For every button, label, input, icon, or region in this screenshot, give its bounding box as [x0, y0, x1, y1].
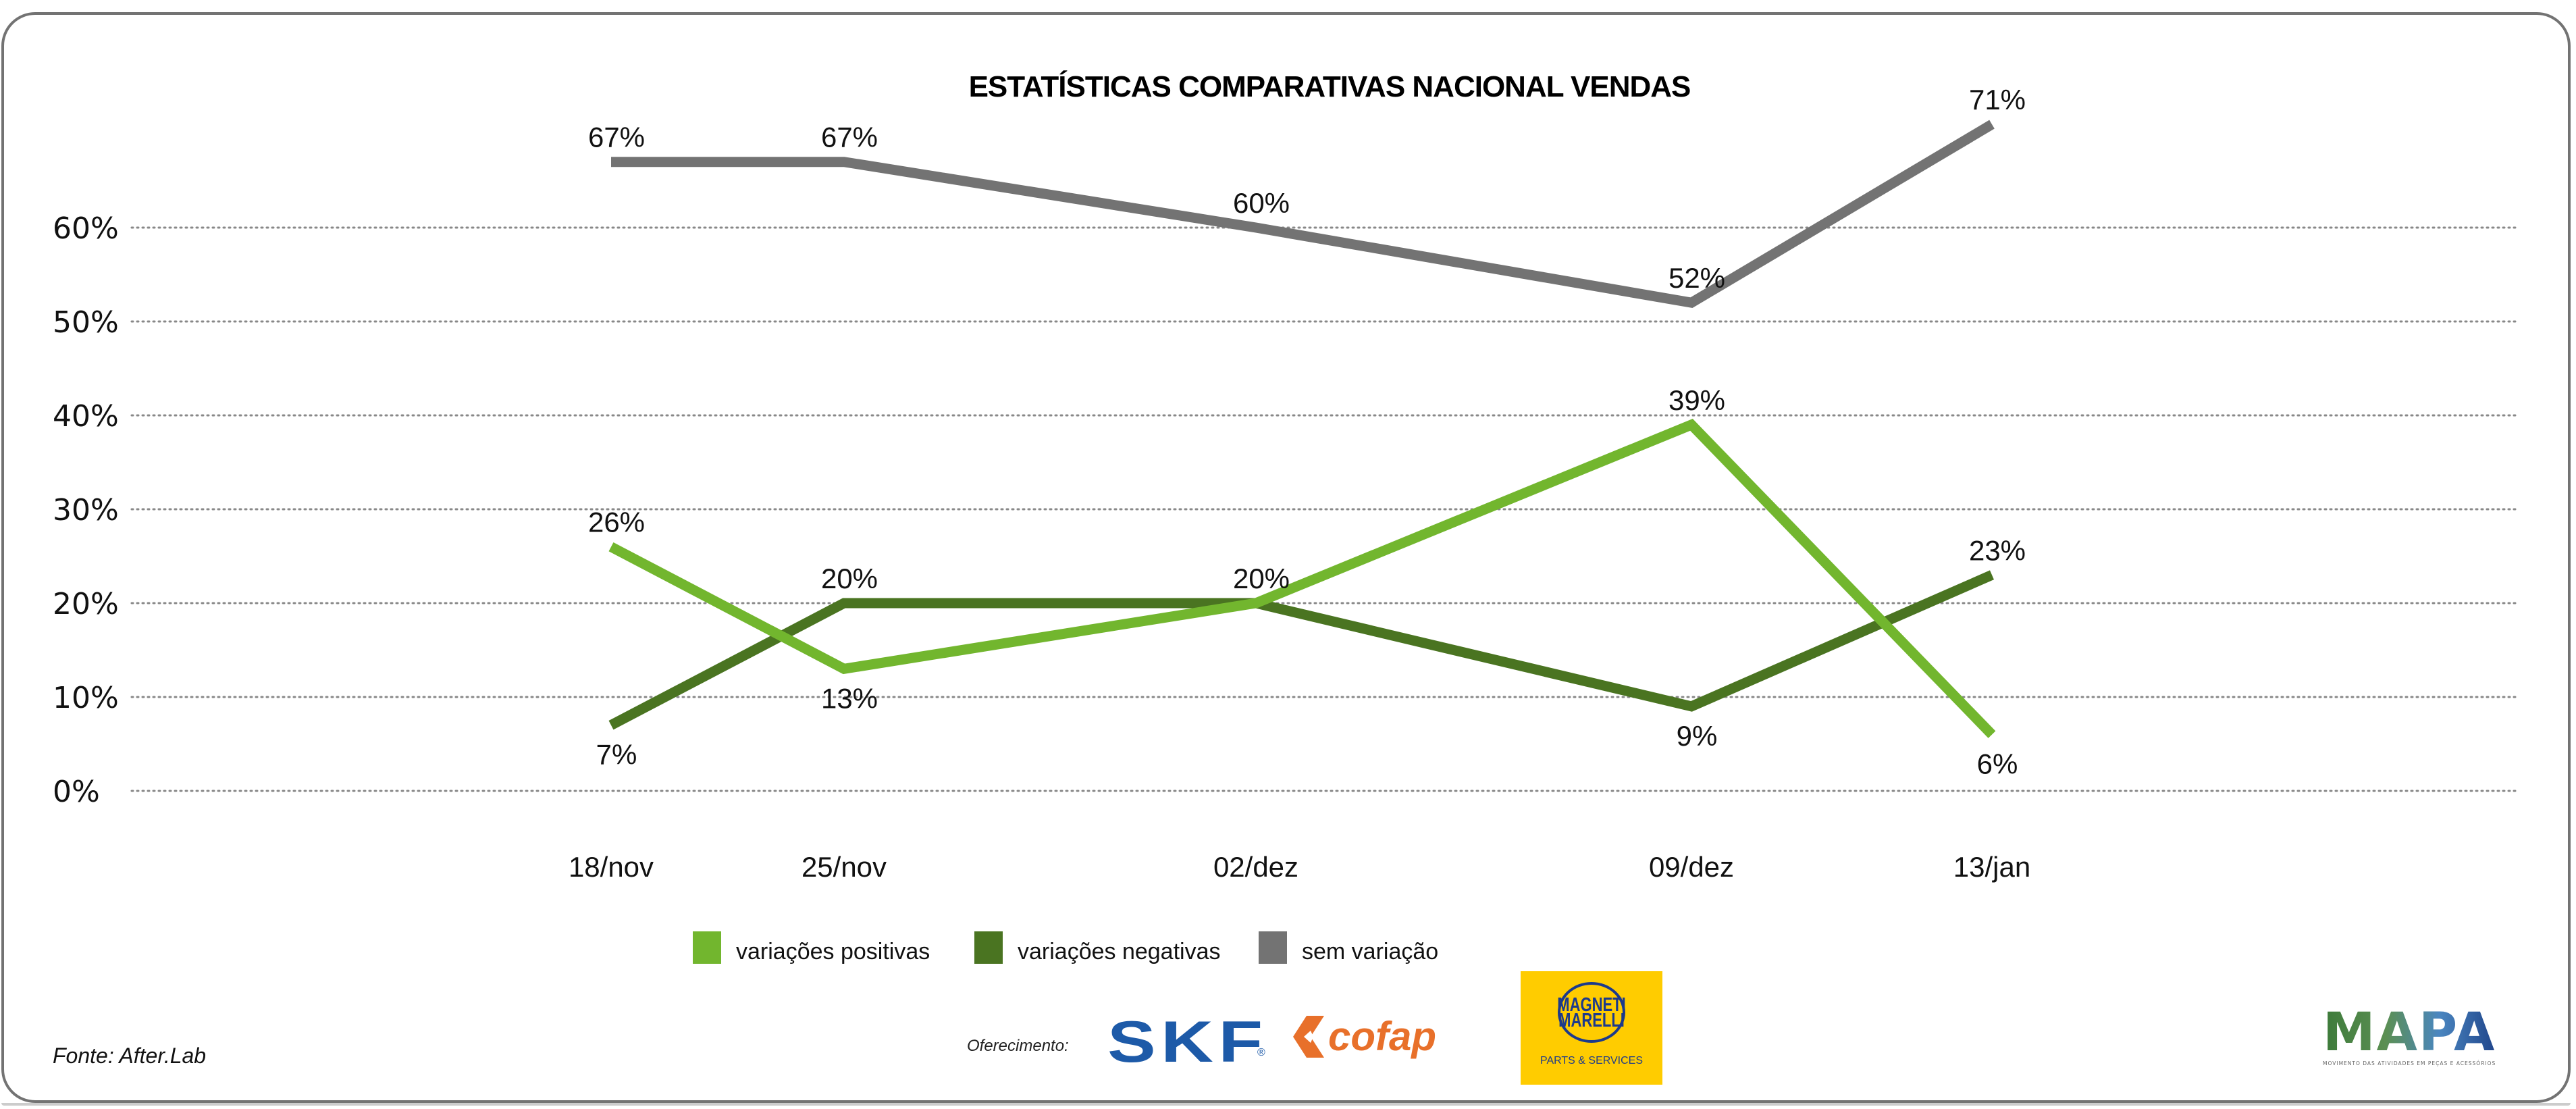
- y-tick-label: 50%: [53, 305, 119, 340]
- x-tick-label: 25/nov: [801, 851, 887, 883]
- data-label: 67%: [821, 122, 878, 153]
- data-labels: 26% 13% 20% 39% 6% 7% 20% 9% 23% 67% 67% 60% 52% 71%: [588, 84, 2026, 780]
- series-lines: [608, 120, 1996, 738]
- magneti-marelli-emblem: MAGNETI MARELLI: [1557, 982, 1626, 1043]
- data-label: 67%: [588, 122, 645, 153]
- source-note: Fonte: After.Lab: [53, 1043, 207, 1068]
- y-axis-ticks: 0% 10% 20% 30% 40% 50% 60%: [53, 211, 119, 809]
- cofap-wordmark: cofap: [1328, 1014, 1437, 1059]
- magneti-text: MAGNETI: [1557, 994, 1626, 1016]
- x-tick-label: 13/jan: [1953, 851, 2030, 883]
- gridlines: [130, 226, 2517, 792]
- cofap-chevron-icon: [1293, 1016, 1324, 1058]
- cofap-logo: cofap: [1293, 1013, 1436, 1060]
- magneti-marelli-logo: MAGNETI MARELLI PARTS & SERVICES: [1521, 971, 1662, 1085]
- data-label: 20%: [1233, 563, 1290, 594]
- registered-mark: ®: [1257, 1047, 1265, 1058]
- data-label: 52%: [1668, 262, 1725, 294]
- data-label: 71%: [1969, 84, 2026, 115]
- y-tick-label: 0%: [53, 775, 100, 809]
- mapa-wordmark: MAPA: [2323, 1006, 2502, 1059]
- legend-swatch: [1259, 931, 1287, 964]
- y-tick-label: 60%: [53, 211, 119, 246]
- marelli-text: MARELLI: [1558, 1009, 1625, 1031]
- legend-label: variações negativas: [1018, 939, 1221, 964]
- data-label: 6%: [1977, 748, 2018, 780]
- y-tick-label: 20%: [53, 587, 119, 621]
- chart-frame: [1, 12, 2571, 1106]
- legend: variações positivas variações negativas se…: [693, 931, 1438, 964]
- x-tick-label: 02/dez: [1213, 851, 1298, 883]
- data-label: 26%: [588, 507, 645, 538]
- data-label: 7%: [596, 739, 637, 771]
- x-axis-ticks: 18/nov 25/nov 02/dez 09/dez 13/jan: [569, 851, 2030, 883]
- mapa-tagline: MOVIMENTO DAS ATIVIDADES EM PEÇAS E ACES…: [2323, 1060, 2496, 1066]
- series-line-variações-positivas: [608, 419, 1996, 738]
- data-label: 60%: [1233, 187, 1290, 219]
- parts-services-text: PARTS & SERVICES: [1540, 1055, 1644, 1066]
- data-label: 13%: [821, 682, 878, 714]
- series-line-sem-variação: [611, 120, 1995, 309]
- y-tick-label: 40%: [53, 399, 119, 434]
- sponsor-label: Oferecimento:: [967, 1037, 1069, 1055]
- legend-swatch: [693, 931, 721, 964]
- skf-logo: SKF: [1107, 1010, 1268, 1075]
- data-label: 9%: [1677, 720, 1718, 752]
- y-tick-label: 30%: [53, 493, 119, 527]
- x-tick-label: 18/nov: [569, 851, 654, 883]
- mapa-logo: MAPA MOVIMENTO DAS ATIVIDADES EM PEÇAS E…: [2323, 1006, 2502, 1066]
- legend-label: sem variação: [1302, 939, 1438, 964]
- x-tick-label: 09/dez: [1649, 851, 1734, 883]
- legend-swatch: [974, 931, 1003, 964]
- data-label: 20%: [821, 563, 878, 594]
- data-label: 39%: [1668, 384, 1725, 416]
- data-label: 23%: [1969, 534, 2026, 566]
- chart-title: ESTATÍSTICAS COMPARATIVAS NACIONAL VENDA…: [969, 70, 1691, 103]
- y-tick-label: 10%: [53, 681, 119, 715]
- legend-label: variações positivas: [736, 939, 930, 964]
